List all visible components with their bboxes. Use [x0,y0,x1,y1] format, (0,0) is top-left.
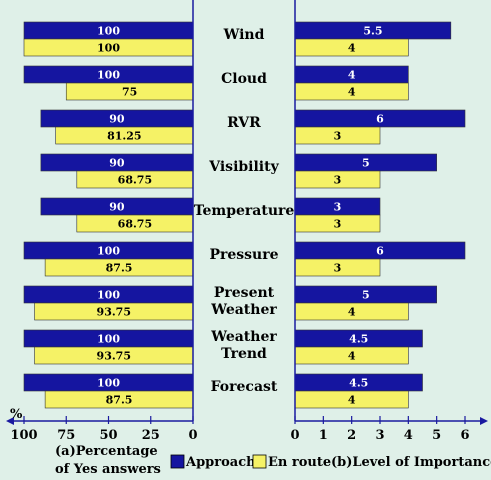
left-tick-label-0: 0 [188,428,197,443]
label-imp-en-route-pressure: 3 [334,262,342,275]
legend-swatch-approach [170,454,185,469]
category-label-temperature: Temperature [194,203,295,219]
label-pct-approach-weather-trend: 100 [97,333,120,346]
label-imp-en-route-weather-trend: 4 [348,350,356,363]
category-label-wind: Wind [223,27,265,43]
label-imp-en-route-visibility: 3 [334,174,342,187]
left-tick-label-100: 100 [10,428,37,443]
left-axis-unit: % [10,407,23,422]
label-imp-en-route-wind: 4 [348,42,356,55]
right-tick-label-0: 0 [290,428,299,443]
category-label-present-weather-line-1: Present [214,285,275,301]
label-imp-approach-present-weather: 5 [362,289,370,302]
left-caption-line-2: of Yes answers [55,462,161,477]
category-label-weather-trend-line-2: Trend [221,346,267,362]
label-imp-approach-wind: 5.5 [363,25,382,38]
left-tick-label-50: 50 [99,428,117,443]
label-pct-approach-temperature: 90 [109,201,125,214]
label-pct-en-route-pressure: 87.5 [106,262,133,275]
category-label-pressure: Pressure [209,247,278,263]
label-imp-en-route-temperature: 3 [334,218,342,231]
label-pct-en-route-cloud: 75 [122,86,137,99]
legend: Approach En route [170,454,331,470]
label-pct-en-route-rvr: 81.25 [107,130,141,143]
label-imp-approach-temperature: 3 [334,201,342,214]
label-imp-approach-forecast: 4.5 [349,377,368,390]
label-imp-en-route-rvr: 3 [334,130,342,143]
label-pct-en-route-visibility: 68.75 [118,174,152,187]
legend-swatch-enroute [252,454,267,469]
category-label-forecast: Forecast [211,379,278,395]
label-pct-en-route-forecast: 87.5 [106,394,133,407]
label-pct-en-route-temperature: 68.75 [118,218,152,231]
left-x-axis-arrow [6,417,14,425]
category-label-rvr: RVR [227,115,261,131]
label-pct-en-route-weather-trend: 93.75 [97,350,131,363]
label-imp-approach-rvr: 6 [376,113,384,126]
legend-label-enroute: En route [268,455,331,470]
left-panel-percentage: 100100100759081.259068.759068.7510087.51… [23,21,194,409]
label-imp-en-route-forecast: 4 [348,394,356,407]
label-pct-approach-visibility: 90 [109,157,125,170]
label-pct-approach-pressure: 100 [97,245,120,258]
category-labels: Wind Cloud RVR Visibility Temperature Pressur… [194,27,295,395]
right-tick-label-1: 1 [319,428,328,443]
label-pct-approach-wind: 100 [97,25,120,38]
left-tick-label-25: 25 [142,428,160,443]
label-imp-en-route-present-weather: 4 [348,306,356,319]
label-pct-approach-cloud: 100 [97,69,120,82]
label-pct-approach-forecast: 100 [97,377,120,390]
category-label-weather-trend-line-1: Weather [210,329,277,345]
label-imp-approach-visibility: 5 [362,157,370,170]
label-pct-en-route-wind: 100 [97,42,120,55]
right-x-axis-arrow [480,417,488,425]
category-label-visibility: Visibility [208,159,279,175]
label-pct-en-route-present-weather: 93.75 [97,306,131,319]
label-imp-approach-weather-trend: 4.5 [349,333,368,346]
label-imp-approach-pressure: 6 [376,245,384,258]
right-tick-label-3: 3 [375,428,384,443]
left-caption-line-1: (a)Percentage [55,444,158,459]
category-label-present-weather-line-2: Weather [210,302,277,318]
legend-label-approach: Approach [185,455,256,470]
label-pct-approach-rvr: 90 [109,113,125,126]
label-imp-approach-cloud: 4 [348,69,356,82]
category-label-cloud: Cloud [221,71,267,87]
right-tick-label-2: 2 [347,428,356,443]
label-pct-approach-present-weather: 100 [97,289,120,302]
right-caption: (b)Level of Importance [331,455,491,470]
right-tick-label-5: 5 [432,428,441,443]
right-tick-label-4: 4 [404,428,413,443]
left-tick-label-75: 75 [57,428,75,443]
label-imp-en-route-cloud: 4 [348,86,356,99]
axes: 100 75 50 25 0 0 1 2 3 4 5 6 [6,0,488,443]
right-tick-label-6: 6 [460,428,469,443]
